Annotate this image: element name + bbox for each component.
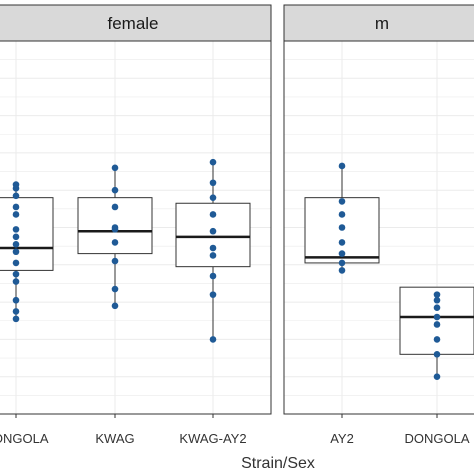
data-point — [209, 272, 217, 280]
x-tick-label: DONGOLA — [0, 431, 49, 446]
panel-1-strip-label: female — [107, 14, 158, 33]
panel-2-strip-label: m — [375, 14, 389, 33]
data-point — [433, 296, 441, 304]
data-point — [12, 259, 20, 267]
data-point — [209, 336, 217, 343]
data-point — [338, 211, 346, 218]
data-point — [209, 211, 217, 218]
data-point — [433, 336, 441, 343]
data-point — [209, 227, 217, 235]
data-point — [111, 302, 119, 310]
data-point — [338, 267, 346, 274]
panel-1-border — [0, 40, 272, 415]
data-point — [111, 226, 119, 233]
data-point — [338, 198, 346, 205]
data-point — [209, 158, 217, 166]
data-point — [12, 270, 20, 278]
panel-2-border — [283, 40, 474, 415]
data-point — [433, 373, 441, 381]
data-point — [111, 257, 119, 265]
x-tick-label: AY2 — [330, 431, 354, 446]
data-point — [12, 211, 20, 218]
data-point — [209, 252, 217, 259]
data-point — [338, 259, 346, 267]
data-point — [12, 226, 20, 233]
data-point — [433, 351, 441, 358]
box — [0, 197, 54, 271]
data-point — [12, 240, 20, 248]
data-point — [338, 224, 346, 231]
data-point — [12, 192, 20, 200]
x-tick-label: KWAG-AY2 — [179, 431, 246, 446]
data-point — [433, 321, 441, 328]
data-point — [338, 250, 346, 257]
data-point — [12, 296, 20, 304]
x-axis-title: Strain/Sex — [241, 455, 315, 472]
data-point — [111, 164, 119, 172]
data-point — [209, 291, 217, 298]
data-point — [433, 291, 441, 298]
data-point — [209, 179, 217, 187]
data-point — [111, 285, 119, 293]
data-point — [338, 162, 346, 170]
x-tick-label: KWAG — [95, 431, 134, 446]
data-point — [12, 308, 20, 315]
data-point — [12, 278, 20, 285]
data-point — [433, 313, 441, 321]
data-point — [12, 248, 20, 256]
data-point — [433, 304, 441, 311]
data-point — [111, 186, 119, 194]
data-point — [12, 185, 20, 192]
data-point — [209, 194, 217, 201]
x-tick-label: DONGOLA — [404, 431, 469, 446]
data-point — [338, 239, 346, 246]
data-point — [111, 239, 119, 246]
panel-2-strip — [283, 4, 474, 42]
data-point — [12, 315, 20, 323]
data-point — [111, 203, 119, 211]
panel-1-strip — [0, 4, 272, 42]
data-point — [12, 233, 20, 241]
data-point — [12, 203, 20, 211]
data-point — [209, 244, 217, 252]
